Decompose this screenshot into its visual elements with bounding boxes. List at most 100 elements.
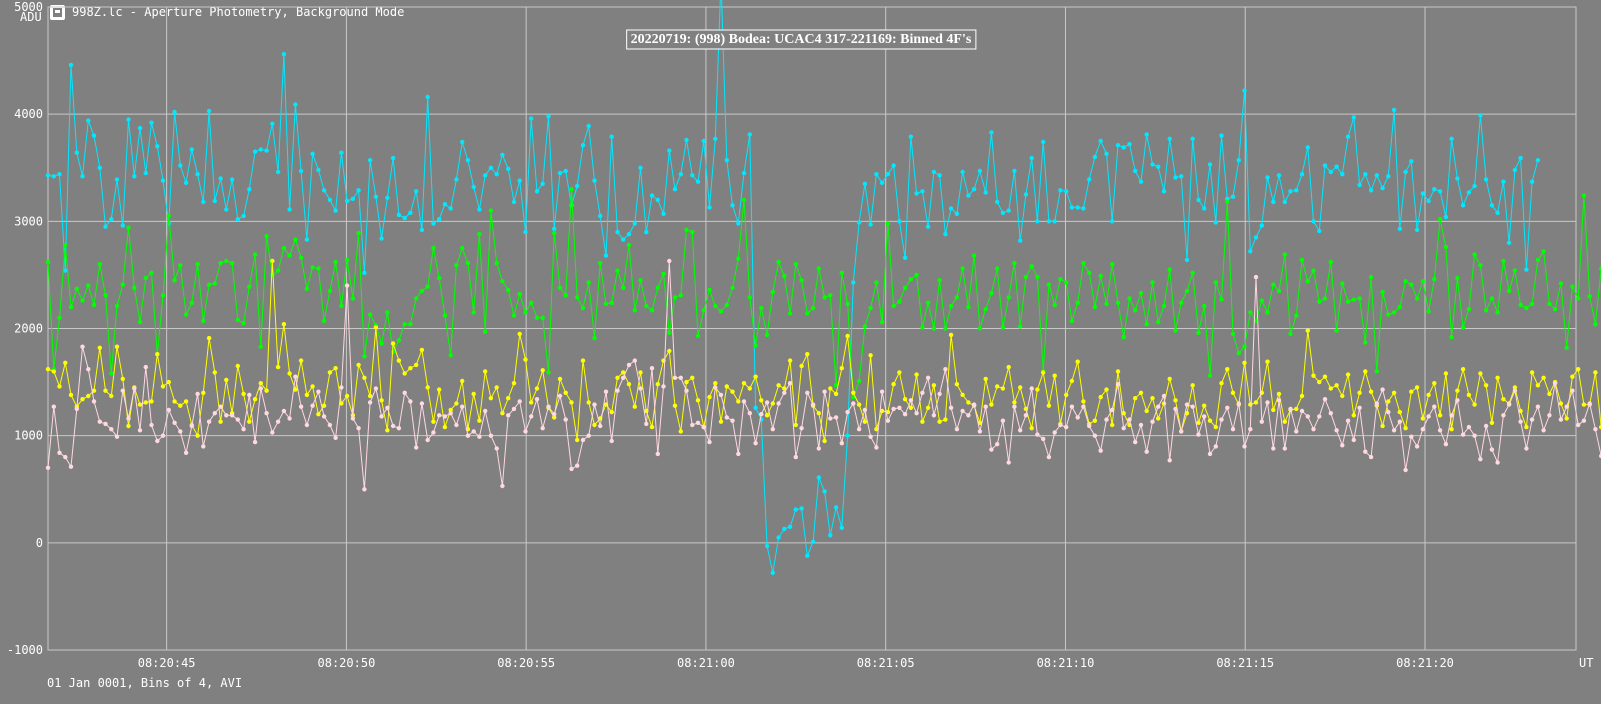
data-point xyxy=(57,315,62,320)
data-point xyxy=(914,191,919,196)
data-point xyxy=(1242,344,1247,349)
data-point xyxy=(1213,444,1219,449)
data-point xyxy=(626,242,632,248)
data-point xyxy=(805,352,810,357)
data-point xyxy=(1242,360,1247,365)
data-point xyxy=(419,347,425,353)
data-point xyxy=(753,343,758,348)
data-point xyxy=(201,199,206,205)
data-point xyxy=(1133,396,1138,401)
data-point xyxy=(1156,404,1161,409)
data-point xyxy=(868,222,873,227)
data-point xyxy=(1271,199,1276,205)
data-point xyxy=(1443,371,1449,376)
data-point xyxy=(304,237,310,242)
data-point xyxy=(1363,369,1368,374)
data-point xyxy=(1340,172,1345,177)
data-point xyxy=(310,384,315,389)
data-point xyxy=(868,353,873,358)
data-point xyxy=(764,400,770,405)
data-point xyxy=(298,255,304,260)
data-point xyxy=(1000,386,1006,391)
data-point xyxy=(264,234,269,239)
data-point xyxy=(759,412,764,417)
data-point xyxy=(402,322,407,327)
data-point xyxy=(718,392,724,398)
data-point xyxy=(902,285,908,290)
data-point xyxy=(977,326,983,331)
data-point xyxy=(460,139,465,145)
data-point xyxy=(575,437,580,443)
data-point xyxy=(1087,270,1092,275)
data-point xyxy=(454,177,459,182)
data-point xyxy=(1150,419,1155,424)
data-point xyxy=(557,393,563,399)
data-point xyxy=(500,483,505,489)
data-point xyxy=(678,429,683,434)
series-4 xyxy=(45,258,1601,492)
data-point xyxy=(454,401,459,406)
data-point xyxy=(448,206,453,211)
data-point xyxy=(385,310,390,315)
data-point xyxy=(540,368,545,373)
data-point xyxy=(925,224,931,229)
data-point xyxy=(741,399,747,404)
data-point xyxy=(1547,301,1552,307)
data-point xyxy=(1018,428,1023,433)
data-point xyxy=(149,422,154,428)
data-point xyxy=(839,366,844,371)
data-point xyxy=(569,187,574,192)
data-point xyxy=(103,293,108,298)
data-point xyxy=(1501,397,1506,402)
data-point xyxy=(879,180,885,185)
data-point xyxy=(1276,398,1282,403)
data-point xyxy=(1518,302,1523,308)
data-point xyxy=(845,333,850,339)
data-point xyxy=(603,301,609,307)
data-point xyxy=(143,364,148,370)
x-axis-label: UT xyxy=(1579,656,1593,670)
data-point xyxy=(1541,428,1546,433)
data-point xyxy=(275,268,281,273)
data-point xyxy=(730,389,735,394)
data-point xyxy=(178,429,183,434)
data-point xyxy=(960,266,965,271)
data-point xyxy=(120,388,126,393)
data-point xyxy=(937,419,942,424)
data-point xyxy=(747,386,752,391)
data-point xyxy=(1322,163,1328,168)
data-point xyxy=(1150,162,1155,167)
data-point xyxy=(920,419,925,424)
data-point xyxy=(91,302,97,308)
data-point xyxy=(362,270,367,275)
data-point xyxy=(1144,408,1149,414)
data-point xyxy=(425,284,430,289)
data-point xyxy=(356,362,361,368)
data-point xyxy=(201,390,206,395)
data-point xyxy=(1121,145,1126,150)
data-point xyxy=(1006,364,1011,370)
data-point xyxy=(966,413,971,418)
data-point xyxy=(1386,174,1391,179)
data-point xyxy=(851,390,856,395)
data-point xyxy=(172,109,177,115)
series-layer xyxy=(45,0,1601,575)
data-point xyxy=(1368,389,1374,394)
data-point xyxy=(1432,277,1437,282)
data-point xyxy=(1052,219,1057,224)
data-point xyxy=(603,253,609,258)
data-point xyxy=(563,293,568,298)
data-point xyxy=(126,423,131,429)
data-point xyxy=(667,348,672,354)
data-point xyxy=(1541,375,1546,380)
data-point xyxy=(442,424,448,430)
data-point xyxy=(845,409,850,415)
data-point xyxy=(724,384,729,389)
data-point xyxy=(454,422,459,428)
data-point xyxy=(1351,115,1357,120)
data-point xyxy=(63,268,68,273)
data-point xyxy=(1449,427,1454,432)
data-point xyxy=(1489,296,1495,301)
data-point xyxy=(1271,282,1276,287)
y-tick-label: 2000 xyxy=(14,322,43,336)
